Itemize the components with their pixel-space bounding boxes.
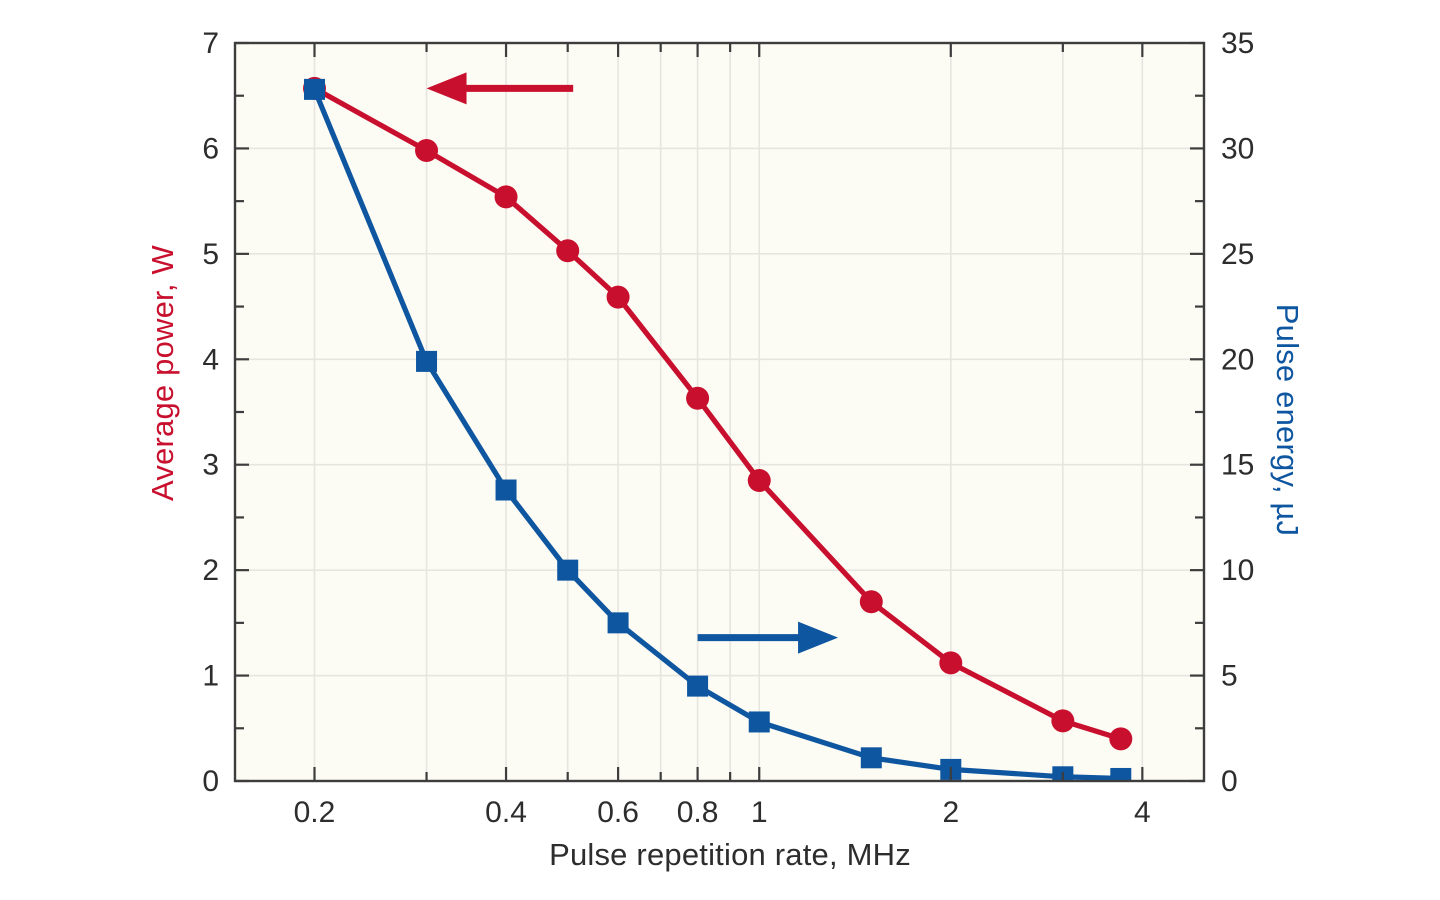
left-arrow-annotation xyxy=(426,72,574,105)
data-point-circle xyxy=(1051,709,1075,733)
left-tick-label: 4 xyxy=(202,343,219,376)
right-tick-label: 15 xyxy=(1221,449,1254,482)
series-square xyxy=(303,78,1132,781)
right-tick-label: 30 xyxy=(1221,132,1254,165)
data-point-circle xyxy=(606,285,630,309)
data-point-circle xyxy=(939,651,963,675)
right-tick-label: 35 xyxy=(1221,27,1254,60)
data-point-square xyxy=(303,78,325,100)
data-point-circle xyxy=(747,469,771,493)
left-tick-label: 1 xyxy=(202,660,219,693)
x-tick-label: 4 xyxy=(1134,796,1151,829)
data-point-square xyxy=(687,675,709,697)
left-tick-label: 7 xyxy=(202,27,219,60)
left-tick-label: 2 xyxy=(202,554,219,587)
right-tick-label: 0 xyxy=(1221,765,1238,798)
arrow-head-icon xyxy=(798,621,839,654)
right-tick-label: 25 xyxy=(1221,238,1254,271)
data-point-circle xyxy=(556,239,580,263)
data-point-square xyxy=(748,711,770,733)
data-point-circle xyxy=(415,139,439,163)
data-point-circle xyxy=(686,386,710,410)
data-point-square xyxy=(607,612,629,634)
series-circle xyxy=(302,76,1133,751)
x-tick-label: 0.6 xyxy=(597,796,639,829)
data-point-square xyxy=(495,479,517,501)
x-axis-title: Pulse repetition rate, MHz xyxy=(549,837,911,872)
left-tick-label: 6 xyxy=(202,132,219,165)
tick-labels: 0.2 0.4 0.6 0.8 1 2 4 0 1 2 3 4 5 6 7 0 5 10 15 20 25 30 35 xyxy=(202,27,1254,829)
plot-area xyxy=(235,43,1204,781)
data-point-circle xyxy=(494,185,518,209)
x-tick-label: 0.4 xyxy=(485,796,527,829)
left-tick-label: 0 xyxy=(202,765,219,798)
right-tick-label: 5 xyxy=(1221,660,1238,693)
data-point-square xyxy=(1110,767,1132,781)
right-axis-title: Pulse energy, µJ xyxy=(1270,303,1305,537)
left-tick-label: 5 xyxy=(202,238,219,271)
data-point-circle xyxy=(859,590,883,614)
x-tick-label: 0.2 xyxy=(294,796,336,829)
arrow-head-icon xyxy=(426,72,467,105)
right-tick-label: 10 xyxy=(1221,554,1254,587)
series-layer xyxy=(302,76,1133,781)
left-tick-label: 3 xyxy=(202,449,219,482)
left-axis-title: Average power, W xyxy=(145,245,180,501)
x-tick-label: 2 xyxy=(942,796,959,829)
data-point-square xyxy=(416,350,438,372)
data-point-circle xyxy=(1109,727,1133,751)
right-tick-label: 20 xyxy=(1221,343,1254,376)
right-arrow-annotation xyxy=(697,621,839,654)
gridlines xyxy=(235,43,1204,781)
data-point-square xyxy=(860,747,882,769)
x-tick-label: 1 xyxy=(751,796,768,829)
data-point-square xyxy=(557,559,579,581)
axis-ticks xyxy=(235,41,1204,783)
x-tick-label: 0.8 xyxy=(677,796,719,829)
